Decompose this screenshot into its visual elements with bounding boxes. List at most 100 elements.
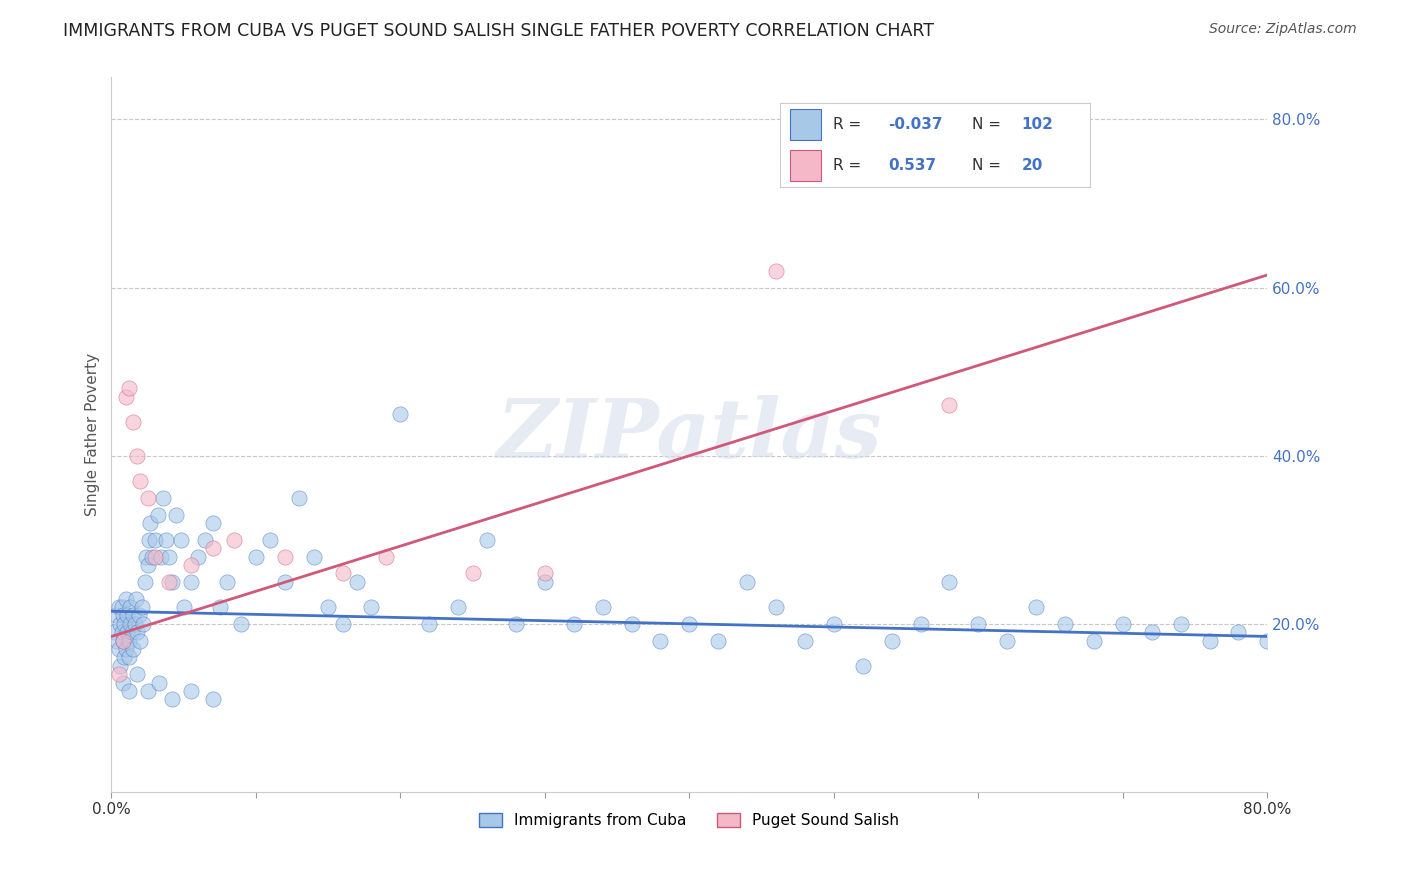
- Point: [103, 625, 125, 640]
- Point: [136, 558, 159, 572]
- Point: [389, 407, 412, 421]
- Point: [143, 533, 166, 547]
- Point: [146, 508, 169, 522]
- Point: [115, 642, 138, 657]
- Point: [592, 600, 614, 615]
- Point: [107, 667, 129, 681]
- Point: [112, 616, 135, 631]
- Point: [794, 633, 817, 648]
- Point: [122, 642, 145, 657]
- Point: [180, 684, 202, 698]
- Point: [201, 692, 224, 706]
- Point: [707, 633, 730, 648]
- Point: [139, 516, 162, 530]
- Point: [118, 650, 141, 665]
- Text: N =: N =: [972, 158, 1001, 173]
- Point: [134, 574, 156, 589]
- Text: R =: R =: [832, 158, 860, 173]
- Point: [170, 533, 193, 547]
- Point: [128, 608, 150, 623]
- Point: [122, 415, 145, 429]
- Point: [201, 516, 224, 530]
- Point: [208, 600, 231, 615]
- FancyBboxPatch shape: [790, 150, 821, 180]
- Text: IMMIGRANTS FROM CUBA VS PUGET SOUND SALISH SINGLE FATHER POVERTY CORRELATION CHA: IMMIGRANTS FROM CUBA VS PUGET SOUND SALI…: [63, 22, 934, 40]
- Point: [118, 382, 141, 396]
- Text: 20: 20: [1022, 158, 1043, 173]
- Point: [187, 549, 209, 564]
- Point: [138, 533, 160, 547]
- Point: [1170, 616, 1192, 631]
- Point: [160, 692, 183, 706]
- Point: [105, 633, 128, 648]
- Point: [650, 633, 672, 648]
- Point: [562, 616, 585, 631]
- Point: [224, 533, 246, 547]
- Text: N =: N =: [972, 117, 1001, 132]
- Point: [121, 625, 143, 640]
- Point: [418, 616, 440, 631]
- Point: [127, 625, 149, 640]
- Text: 102: 102: [1022, 117, 1053, 132]
- Point: [122, 608, 145, 623]
- Text: Source: ZipAtlas.com: Source: ZipAtlas.com: [1209, 22, 1357, 37]
- Point: [115, 591, 138, 606]
- Point: [108, 616, 131, 631]
- Point: [735, 574, 758, 589]
- Point: [245, 549, 267, 564]
- Point: [765, 264, 787, 278]
- Point: [135, 549, 157, 564]
- Point: [259, 533, 281, 547]
- Point: [108, 658, 131, 673]
- Point: [316, 600, 339, 615]
- Point: [447, 600, 470, 615]
- Point: [534, 574, 557, 589]
- Point: [160, 574, 183, 589]
- Point: [1227, 625, 1250, 640]
- Text: 0.537: 0.537: [889, 158, 936, 173]
- Point: [967, 616, 990, 631]
- Point: [141, 549, 163, 564]
- Point: [215, 574, 238, 589]
- Text: ZIPatlas: ZIPatlas: [496, 394, 882, 475]
- Point: [111, 633, 134, 648]
- Point: [1025, 600, 1047, 615]
- Point: [118, 684, 141, 698]
- Point: [136, 684, 159, 698]
- Point: [115, 390, 138, 404]
- Point: [149, 549, 172, 564]
- Point: [194, 533, 217, 547]
- Point: [165, 508, 187, 522]
- Point: [110, 625, 132, 640]
- Point: [129, 633, 152, 648]
- Point: [117, 608, 139, 623]
- Point: [360, 600, 382, 615]
- Point: [180, 558, 202, 572]
- Point: [104, 608, 127, 623]
- Point: [534, 566, 557, 581]
- Point: [120, 600, 142, 615]
- Point: [346, 574, 368, 589]
- Point: [117, 625, 139, 640]
- Point: [180, 574, 202, 589]
- Point: [107, 642, 129, 657]
- Point: [107, 600, 129, 615]
- Point: [118, 633, 141, 648]
- Point: [1140, 625, 1163, 640]
- Point: [274, 574, 297, 589]
- Y-axis label: Single Father Poverty: Single Father Poverty: [86, 353, 100, 516]
- Point: [302, 549, 325, 564]
- Point: [1256, 633, 1278, 648]
- FancyBboxPatch shape: [790, 110, 821, 140]
- Point: [1054, 616, 1077, 631]
- Point: [201, 541, 224, 556]
- Point: [1112, 616, 1135, 631]
- Point: [129, 474, 152, 488]
- Point: [152, 491, 174, 505]
- Point: [505, 616, 527, 631]
- Point: [148, 675, 170, 690]
- Point: [852, 658, 875, 673]
- Point: [332, 566, 354, 581]
- Point: [127, 449, 149, 463]
- Point: [678, 616, 700, 631]
